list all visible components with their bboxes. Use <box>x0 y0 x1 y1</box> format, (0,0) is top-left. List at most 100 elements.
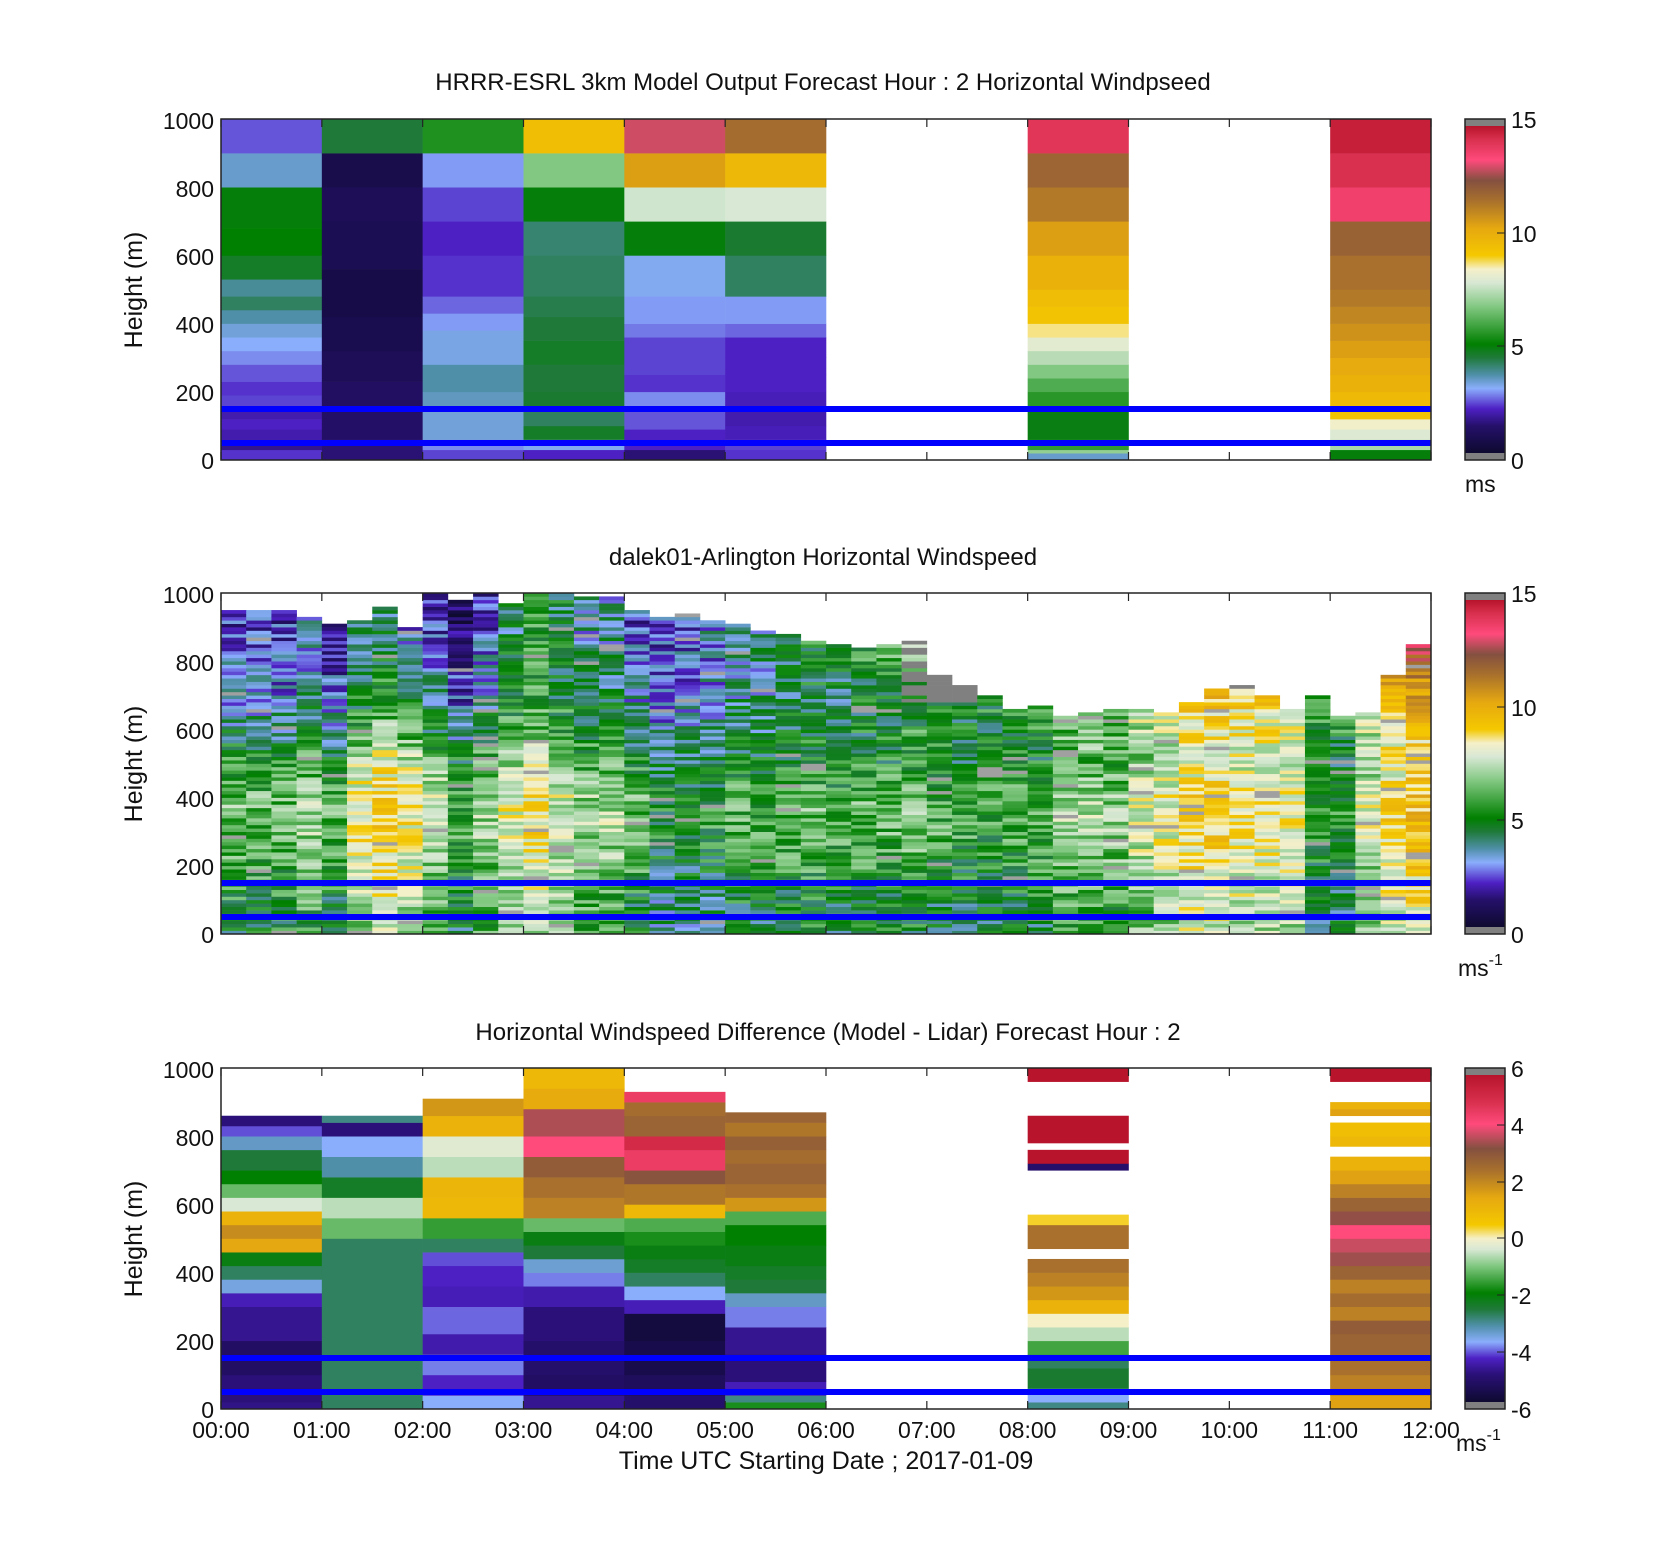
lidar-windspeed-cell <box>952 886 978 890</box>
lidar-windspeed-cell <box>699 889 726 894</box>
lidar-windspeed-cell <box>1103 855 1129 860</box>
lidar-windspeed-cell <box>372 773 398 778</box>
lidar-windspeed-cell <box>1355 906 1381 911</box>
lidar-windspeed-cell <box>473 746 499 751</box>
lidar-windspeed-cell <box>296 927 323 931</box>
lidar-windspeed-cell <box>1204 865 1230 870</box>
lidar-windspeed-cell <box>1153 886 1180 890</box>
lidar-windspeed-cell <box>1052 736 1079 740</box>
lidar-windspeed-cell <box>397 640 423 645</box>
lidar-windspeed-cell <box>1380 797 1407 802</box>
lidar-windspeed-cell <box>1279 831 1306 836</box>
lidar-windspeed-cell <box>952 756 978 761</box>
lidar-windspeed-cell <box>372 688 398 693</box>
lidar-windspeed-cell <box>1153 736 1180 740</box>
lidar-windspeed-cell <box>221 630 247 635</box>
lidar-windspeed-cell <box>952 845 978 850</box>
lidar-windspeed-cell <box>826 872 852 877</box>
windspeed-difference-cell <box>1027 1068 1129 1082</box>
lidar-windspeed-cell <box>347 773 373 778</box>
lidar-windspeed-cell <box>548 650 575 655</box>
lidar-windspeed-cell <box>221 610 247 614</box>
lidar-windspeed-cell <box>447 732 474 737</box>
lidar-windspeed-cell <box>649 821 676 826</box>
lidar-windspeed-cell <box>952 715 978 720</box>
lidar-windspeed-cell <box>1078 927 1104 931</box>
lidar-windspeed-cell <box>397 695 423 700</box>
lidar-windspeed-cell <box>926 739 953 744</box>
lidar-windspeed-cell <box>347 637 373 642</box>
lidar-windspeed-cell <box>548 732 575 737</box>
lidar-windspeed-cell <box>599 814 625 819</box>
lidar-windspeed-cell <box>1052 719 1079 723</box>
lidar-windspeed-cell <box>523 708 550 713</box>
lidar-windspeed-cell <box>851 824 877 829</box>
lidar-windspeed-cell <box>271 688 297 693</box>
lidar-windspeed-cell <box>1405 855 1432 860</box>
lidar-windspeed-cell <box>977 749 1003 754</box>
lidar-windspeed-cell <box>1405 824 1432 829</box>
lidar-windspeed-cell <box>1002 848 1028 853</box>
lidar-windspeed-cell <box>372 876 398 880</box>
lidar-windspeed-cell <box>876 739 902 744</box>
lidar-windspeed-cell <box>1128 787 1155 792</box>
lidar-windspeed-cell <box>246 702 272 706</box>
lidar-windspeed-cell <box>1304 886 1331 890</box>
lidar-windspeed-cell <box>498 896 524 901</box>
lidar-windspeed-cell <box>800 794 827 798</box>
lidar-windspeed-cell <box>1128 889 1155 894</box>
lidar-windspeed-cell <box>926 923 953 928</box>
lidar-windspeed-cell <box>447 616 474 621</box>
lidar-windspeed-cell <box>422 695 449 700</box>
lidar-windspeed-cell <box>1178 828 1205 832</box>
lidar-windspeed-cell <box>397 838 423 843</box>
model-windspeed-cell <box>321 408 423 440</box>
lidar-windspeed-cell <box>750 664 776 669</box>
lidar-windspeed-cell <box>473 903 499 908</box>
lidar-windspeed-cell <box>523 749 550 754</box>
lidar-windspeed-cell <box>1330 886 1356 890</box>
lidar-windspeed-cell <box>876 801 902 805</box>
lidar-windspeed-cell <box>523 777 550 781</box>
lidar-windspeed-cell <box>674 794 701 798</box>
lidar-windspeed-cell <box>1027 811 1054 815</box>
lidar-windspeed-cell <box>347 855 373 860</box>
lidar-windspeed-cell <box>876 841 902 846</box>
lidar-windspeed-cell <box>977 862 1003 867</box>
lidar-windspeed-cell <box>447 920 474 925</box>
lidar-windspeed-cell <box>952 818 978 822</box>
model-windspeed-cell <box>725 221 827 256</box>
lidar-windspeed-cell <box>624 685 650 689</box>
lidar-windspeed-cell <box>1153 848 1180 853</box>
lidar-windspeed-cell <box>271 852 297 856</box>
lidar-windspeed-cell <box>422 773 449 778</box>
lidar-windspeed-cell <box>649 848 676 853</box>
windspeed-difference-cell <box>221 1374 323 1403</box>
lidar-windspeed-cell <box>548 886 575 890</box>
lidar-windspeed-cell <box>1254 801 1281 805</box>
lidar-windspeed-cell <box>221 794 247 798</box>
lidar-windspeed-cell <box>372 756 398 761</box>
lidar-windspeed-cell <box>725 811 751 815</box>
lidar-windspeed-cell <box>447 831 474 836</box>
lidar-windspeed-cell <box>523 930 550 935</box>
lidar-windspeed-cell <box>447 657 474 662</box>
lidar-windspeed-cell <box>1027 899 1054 904</box>
lidar-windspeed-cell <box>1128 896 1155 901</box>
lidar-windspeed-cell <box>246 811 272 815</box>
lidar-windspeed-cell <box>573 668 600 672</box>
lidar-windspeed-cell <box>523 835 550 839</box>
lidar-windspeed-cell <box>1254 790 1281 795</box>
lidar-windspeed-cell <box>775 930 802 935</box>
lidar-windspeed-cell <box>851 654 877 659</box>
lidar-windspeed-cell <box>674 729 701 734</box>
model-windspeed-cell <box>221 395 323 410</box>
lidar-windspeed-cell <box>826 729 852 734</box>
lidar-windspeed-cell <box>498 773 524 778</box>
lidar-windspeed-cell <box>1254 766 1281 771</box>
lidar-windspeed-cell <box>1052 753 1079 757</box>
lidar-windspeed-cell <box>725 804 751 809</box>
lidar-windspeed-cell <box>221 668 247 672</box>
lidar-windspeed-cell <box>876 691 902 696</box>
lidar-windspeed-cell <box>851 920 877 925</box>
